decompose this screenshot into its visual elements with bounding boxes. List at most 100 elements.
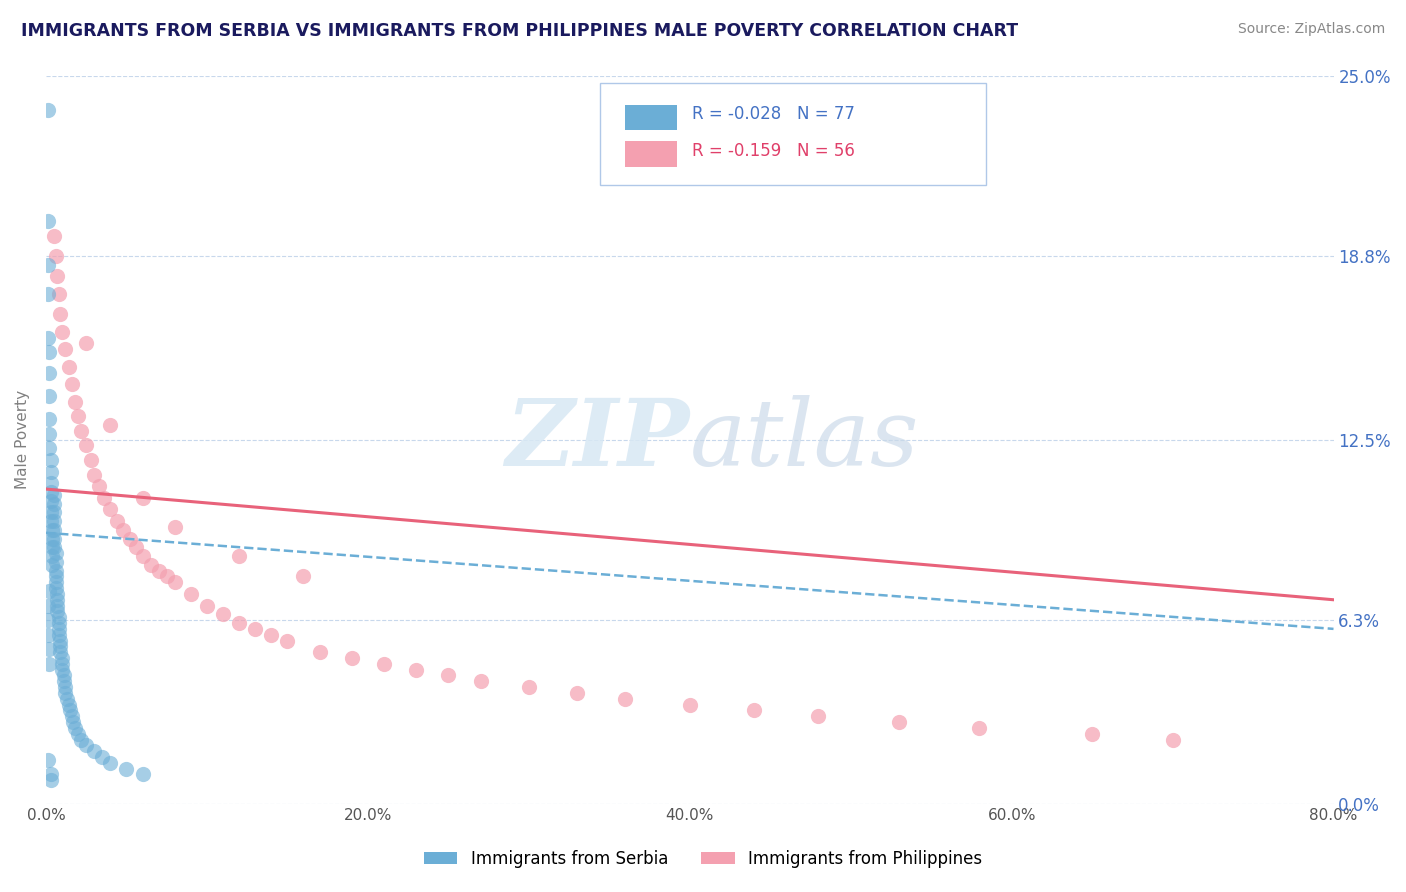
Point	[1081, 727, 1104, 741]
Point	[1161, 732, 1184, 747]
Point	[49, 640, 72, 654]
Text: Source: ZipAtlas.com: Source: ZipAtlas.com	[1237, 22, 1385, 37]
Point	[163, 575, 186, 590]
Point	[70, 732, 93, 747]
Point	[83, 744, 105, 758]
Point	[46, 587, 69, 601]
Point	[56, 691, 79, 706]
Point	[45, 564, 67, 578]
Point	[742, 703, 765, 717]
Point	[51, 325, 73, 339]
Point	[93, 491, 115, 505]
Point	[139, 558, 162, 572]
Point	[75, 438, 97, 452]
Point	[38, 345, 60, 359]
Point	[39, 465, 62, 479]
Point	[37, 331, 59, 345]
Point	[59, 703, 82, 717]
Point	[37, 103, 59, 118]
Point	[470, 674, 492, 689]
Point	[228, 615, 250, 630]
Point	[48, 610, 70, 624]
Point	[46, 269, 69, 284]
Point	[49, 633, 72, 648]
Point	[38, 366, 60, 380]
Point	[46, 599, 69, 613]
Point	[614, 691, 637, 706]
Point	[260, 628, 283, 642]
Point	[292, 569, 315, 583]
Point	[437, 668, 460, 682]
Point	[83, 467, 105, 482]
Text: R = -0.159   N = 56: R = -0.159 N = 56	[692, 142, 855, 160]
Point	[42, 497, 65, 511]
Point	[373, 657, 395, 671]
Point	[48, 615, 70, 630]
Point	[405, 663, 427, 677]
Point	[46, 592, 69, 607]
Point	[38, 657, 60, 671]
Point	[276, 633, 298, 648]
Point	[48, 287, 70, 301]
Point	[41, 541, 63, 555]
Point	[163, 520, 186, 534]
Point	[41, 532, 63, 546]
Point	[48, 628, 70, 642]
Point	[60, 709, 83, 723]
Point	[39, 773, 62, 788]
Point	[63, 721, 86, 735]
Point	[87, 479, 110, 493]
Point	[42, 514, 65, 528]
Point	[45, 546, 67, 560]
Point	[38, 584, 60, 599]
FancyBboxPatch shape	[626, 104, 676, 130]
Point	[46, 604, 69, 618]
Point	[67, 727, 90, 741]
Point	[37, 628, 59, 642]
Point	[70, 424, 93, 438]
Point	[53, 343, 76, 357]
Text: atlas: atlas	[690, 394, 920, 484]
Point	[51, 663, 73, 677]
Point	[41, 523, 63, 537]
Point	[38, 442, 60, 456]
Point	[75, 336, 97, 351]
Point	[679, 698, 702, 712]
FancyBboxPatch shape	[599, 83, 986, 185]
Point	[45, 249, 67, 263]
Point	[42, 505, 65, 519]
Point	[37, 214, 59, 228]
Point	[38, 642, 60, 657]
Point	[38, 426, 60, 441]
Point	[45, 575, 67, 590]
Point	[91, 750, 114, 764]
Point	[42, 532, 65, 546]
Point	[62, 714, 84, 729]
FancyBboxPatch shape	[626, 141, 676, 167]
Point	[131, 549, 153, 563]
Point	[125, 541, 148, 555]
Point	[148, 564, 170, 578]
Point	[67, 409, 90, 424]
Point	[52, 674, 75, 689]
Point	[42, 488, 65, 502]
Point	[58, 359, 80, 374]
Point	[45, 555, 67, 569]
Point	[131, 767, 153, 781]
Text: IMMIGRANTS FROM SERBIA VS IMMIGRANTS FROM PHILIPPINES MALE POVERTY CORRELATION C: IMMIGRANTS FROM SERBIA VS IMMIGRANTS FRO…	[21, 22, 1018, 40]
Point	[39, 476, 62, 491]
Point	[39, 505, 62, 519]
Point	[52, 668, 75, 682]
Point	[180, 587, 202, 601]
Point	[37, 753, 59, 767]
Point	[75, 739, 97, 753]
Point	[565, 686, 588, 700]
Point	[245, 622, 267, 636]
Point	[53, 680, 76, 694]
Point	[38, 412, 60, 426]
Point	[39, 485, 62, 500]
Point	[37, 287, 59, 301]
Point	[98, 417, 121, 432]
Point	[37, 599, 59, 613]
Point	[195, 599, 218, 613]
